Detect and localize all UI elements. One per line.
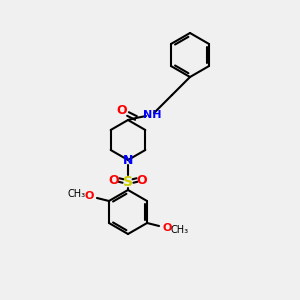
Text: N: N — [123, 154, 133, 166]
Text: O: O — [109, 173, 119, 187]
Text: O: O — [137, 173, 147, 187]
Text: CH₃: CH₃ — [68, 189, 86, 199]
Text: O: O — [84, 191, 94, 201]
Text: S: S — [123, 175, 133, 189]
Text: O: O — [117, 103, 127, 116]
Text: CH₃: CH₃ — [171, 225, 189, 235]
Text: O: O — [162, 223, 172, 233]
Text: NH: NH — [143, 110, 161, 120]
